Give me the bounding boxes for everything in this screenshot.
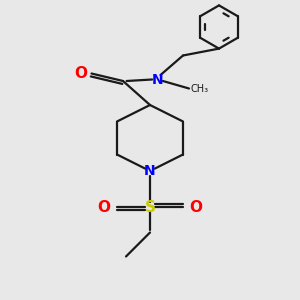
Text: O: O: [190, 200, 202, 214]
Text: N: N: [152, 73, 163, 86]
Text: O: O: [98, 200, 110, 214]
Text: O: O: [74, 66, 87, 81]
Text: S: S: [145, 200, 155, 214]
Text: CH₃: CH₃: [190, 83, 208, 94]
Text: N: N: [144, 164, 156, 178]
